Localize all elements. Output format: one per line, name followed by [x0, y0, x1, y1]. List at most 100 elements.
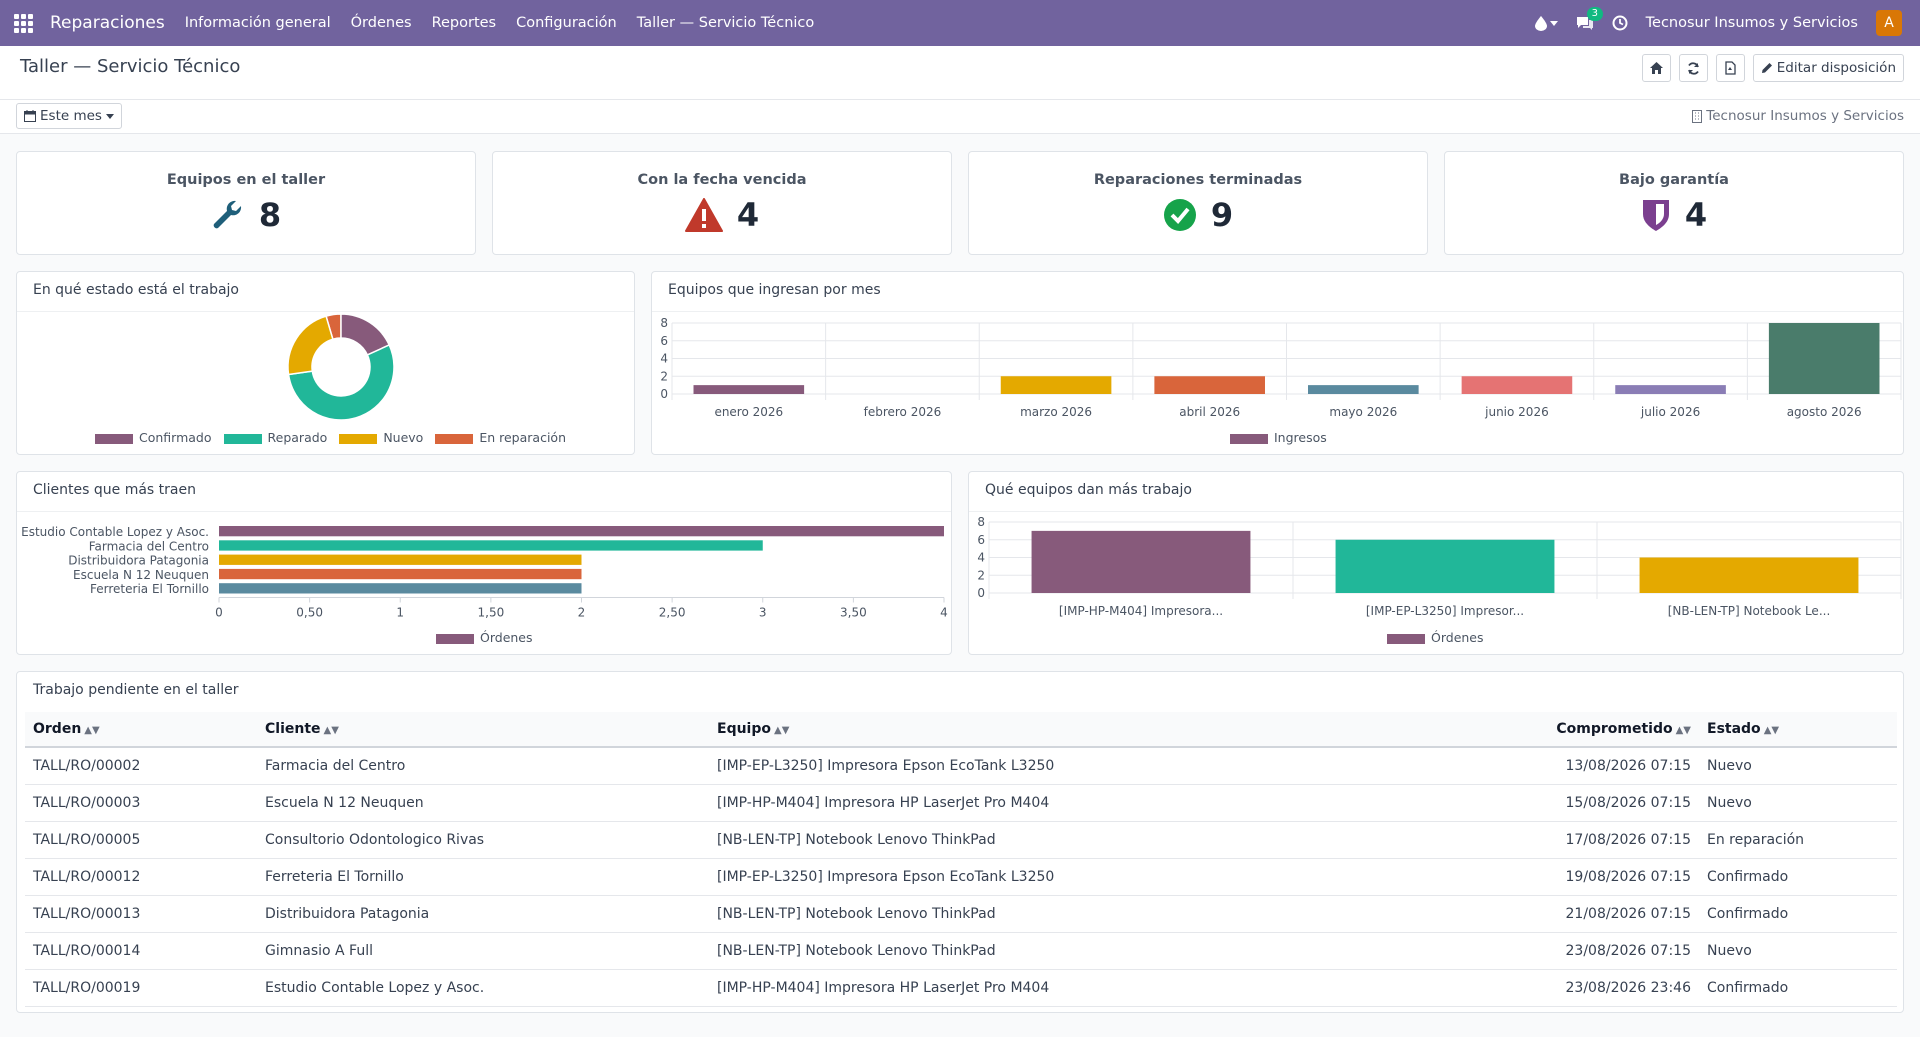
x-tick-label: [IMP-EP-L3250] Impresor...: [1366, 604, 1524, 618]
cell-orden: TALL/RO/00003: [25, 784, 257, 822]
y-tick-label: 2: [660, 369, 668, 383]
x-tick-label: 3: [759, 606, 767, 620]
period-filter-button[interactable]: Este mes: [16, 103, 122, 129]
bar: [1335, 539, 1555, 593]
y-tick-label: Ferreteria El Tornillo: [90, 582, 209, 596]
panel-title: Equipos que ingresan por mes: [668, 282, 881, 298]
caret-down-icon: [1549, 20, 1558, 26]
cell-equipo: [NB-LEN-TP] Notebook Lenovo ThinkPad: [709, 821, 1389, 859]
cell-estado: Nuevo: [1699, 784, 1897, 822]
app-brand[interactable]: Reparaciones: [50, 13, 165, 33]
monthly-legend: Ingresos: [1230, 430, 1327, 445]
cell-equipo: [IMP-EP-L3250] Impresora Epson EcoTank L…: [709, 747, 1389, 785]
edit-layout-label: Editar disposición: [1776, 60, 1896, 76]
y-tick-label: 6: [660, 334, 668, 348]
company-filter-label: Tecnosur Insumos y Servicios: [1706, 108, 1904, 124]
kpi-card-vencidas[interactable]: Con la fecha vencida 4: [492, 151, 952, 255]
x-tick-label: mayo 2026: [1329, 405, 1397, 419]
kpi-card-terminadas[interactable]: Reparaciones terminadas 9: [968, 151, 1428, 255]
table-row[interactable]: TALL/RO/00014 Gimnasio A Full [NB-LEN-TP] …: [25, 932, 1897, 970]
clients-legend: Órdenes: [436, 630, 533, 645]
user-avatar[interactable]: A: [1876, 10, 1902, 36]
cell-comprometido: 19/08/2026 07:15: [1389, 858, 1699, 896]
panel-pending: Trabajo pendiente en el taller Orden ▲▼ C…: [16, 671, 1904, 1013]
home-button[interactable]: [1641, 54, 1671, 82]
apps-menu-icon[interactable]: [0, 0, 46, 46]
menu-informacion-general[interactable]: Información general: [184, 15, 331, 31]
x-tick-label: agosto 2026: [1787, 405, 1862, 419]
bar: [1768, 323, 1880, 394]
x-tick-label: 1: [396, 606, 404, 620]
status-donut-chart: [287, 313, 395, 421]
x-tick-label: julio 2026: [1640, 405, 1700, 419]
pencil-icon: [1761, 63, 1772, 73]
clock-button[interactable]: [1612, 15, 1628, 31]
y-tick-label: Distribuidora Patagonia: [68, 554, 209, 568]
y-tick-label: 8: [660, 316, 668, 330]
column-header-estado[interactable]: Estado ▲▼: [1699, 712, 1897, 748]
bar: [219, 583, 582, 594]
clock-icon: [1612, 15, 1628, 31]
kpi-title: Reparaciones terminadas: [1093, 172, 1303, 188]
panel-status: En qué estado está el trabajo Confirmado…: [16, 271, 635, 455]
bar: [1639, 557, 1859, 593]
equipment-legend: Órdenes: [1387, 630, 1484, 645]
menu-taller[interactable]: Taller — Servicio Técnico: [636, 15, 815, 31]
table-header-row: Orden ▲▼ Cliente ▲▼ Equipo ▲▼ Comprometido ▲…: [25, 712, 1897, 748]
cell-estado: Nuevo: [1699, 747, 1897, 785]
table-row[interactable]: TALL/RO/00013 Distribuidora Patagonia [NB-…: [25, 895, 1897, 933]
messages-button[interactable]: 3: [1576, 6, 1604, 31]
drop-icon: [1534, 15, 1547, 31]
caret-down-icon: [105, 113, 114, 119]
building-icon: [1692, 109, 1703, 123]
bar: [219, 568, 582, 580]
column-header-equipo[interactable]: Equipo ▲▼: [709, 712, 1389, 748]
legend-item: Nuevo: [339, 430, 423, 445]
bar: [219, 526, 944, 537]
bar: [1615, 385, 1726, 394]
x-tick-label: febrero 2026: [864, 405, 942, 419]
table-row[interactable]: TALL/RO/00005 Consultorio Odontologico Ri…: [25, 821, 1897, 859]
refresh-button[interactable]: [1678, 54, 1708, 82]
bar: [219, 554, 582, 565]
x-tick-label: 0,50: [296, 606, 323, 620]
donut-slice: [287, 315, 334, 376]
clients-bar-chart: 0 0,50 1 1,50 2 2,50 3 3,50 4 Estudio Contable Lo…: [21, 525, 948, 620]
table-row[interactable]: TALL/RO/00012 Ferreteria El Tornillo [IMP-…: [25, 858, 1897, 896]
company-filter[interactable]: Tecnosur Insumos y Servicios: [1692, 108, 1904, 124]
x-tick-label: 3,50: [840, 606, 867, 620]
menu-ordenes[interactable]: Órdenes: [350, 15, 412, 31]
column-header-orden[interactable]: Orden ▲▼: [25, 712, 257, 748]
pdf-button[interactable]: [1715, 54, 1745, 82]
cell-orden: TALL/RO/00005: [25, 821, 257, 859]
kpi-card-equipos[interactable]: Equipos en el taller 8: [16, 151, 476, 255]
menu-reportes[interactable]: Reportes: [431, 15, 497, 31]
x-tick-label: [IMP-HP-M404] Impresora...: [1059, 604, 1223, 618]
menu-configuracion[interactable]: Configuración: [516, 15, 617, 31]
column-header-comprometido[interactable]: Comprometido ▲▼: [1389, 712, 1699, 748]
activity-dropdown[interactable]: [1534, 15, 1558, 31]
table-row[interactable]: TALL/RO/00002 Farmacia del Centro [IMP-EP-…: [25, 747, 1897, 785]
company-switcher[interactable]: Tecnosur Insumos y Servicios: [1645, 15, 1858, 31]
panel-title: Qué equipos dan más trabajo: [985, 482, 1192, 498]
kpi-card-garantia[interactable]: Bajo garantía 4: [1444, 151, 1904, 255]
y-tick-label: Farmacia del Centro: [89, 539, 209, 553]
bar: [1000, 376, 1112, 394]
cell-cliente: Ferreteria El Tornillo: [257, 858, 709, 896]
table-row[interactable]: TALL/RO/00019 Estudio Contable Lopez y As…: [25, 969, 1897, 1007]
cell-estado: Confirmado: [1699, 895, 1897, 933]
cell-comprometido: 13/08/2026 07:15: [1389, 747, 1699, 785]
y-tick-label: 0: [660, 387, 668, 401]
column-header-cliente[interactable]: Cliente ▲▼: [257, 712, 709, 748]
table-row[interactable]: TALL/RO/00003 Escuela N 12 Neuquen [IMP-HP…: [25, 784, 1897, 822]
bar: [1461, 376, 1573, 394]
edit-layout-button[interactable]: Editar disposición: [1752, 54, 1904, 82]
home-icon: [1649, 62, 1663, 74]
cell-equipo: [NB-LEN-TP] Notebook Lenovo ThinkPad: [709, 895, 1389, 933]
cell-orden: TALL/RO/00013: [25, 895, 257, 933]
period-filter-label: Este mes: [40, 108, 102, 124]
cell-comprometido: 23/08/2026 07:15: [1389, 932, 1699, 970]
panel-equipment: Qué equipos dan más trabajo 0 2 4 6 8 [IMP-HP…: [968, 471, 1904, 655]
x-tick-label: enero 2026: [714, 405, 783, 419]
kpi-value: 9: [1210, 196, 1234, 234]
